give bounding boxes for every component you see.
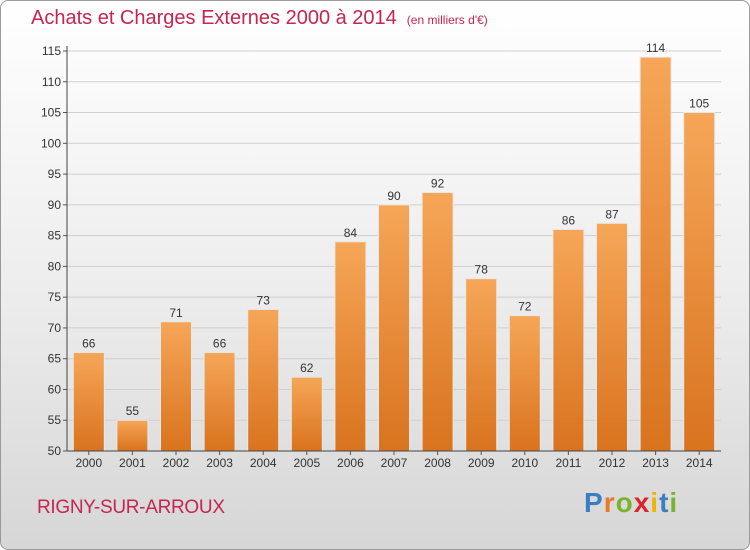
commune-name: RIGNY-SUR-ARROUX bbox=[37, 497, 225, 518]
x-tick-label: 2002 bbox=[163, 456, 190, 470]
bar bbox=[683, 112, 716, 452]
x-tick-label: 2005 bbox=[293, 456, 320, 470]
y-tick-label: 70 bbox=[48, 321, 62, 335]
bar bbox=[247, 308, 280, 452]
bar-value-label: 90 bbox=[387, 189, 401, 203]
bar bbox=[639, 56, 672, 452]
bar-value-label: 66 bbox=[82, 337, 96, 351]
y-tick-label: 110 bbox=[42, 75, 61, 89]
y-tick-label: 115 bbox=[42, 44, 61, 58]
logo-letter: x bbox=[633, 487, 651, 518]
y-tick-label: 75 bbox=[48, 290, 62, 304]
x-tick-label: 2012 bbox=[599, 456, 626, 470]
x-tick-label: 2001 bbox=[119, 456, 146, 470]
bar-value-label: 71 bbox=[169, 306, 183, 320]
y-tick-label: 80 bbox=[48, 259, 62, 273]
y-tick-label: 90 bbox=[48, 198, 62, 212]
bar bbox=[72, 352, 105, 452]
y-tick-label: 60 bbox=[48, 382, 62, 396]
y-tick-label: 100 bbox=[41, 136, 61, 150]
y-tick-label: 95 bbox=[48, 167, 62, 181]
y-tick-label: 85 bbox=[48, 229, 62, 243]
y-tick-label: 55 bbox=[48, 413, 62, 427]
chart-title-block: Achats et Charges Externes 2000 à 2014 (e… bbox=[31, 7, 488, 30]
bar-value-label: 55 bbox=[126, 404, 140, 418]
x-tick-label: 2014 bbox=[686, 456, 713, 470]
bar-value-label: 105 bbox=[689, 97, 709, 111]
chart-unit-note: (en milliers d'€) bbox=[406, 13, 488, 27]
y-tick-label: 105 bbox=[41, 106, 61, 120]
bar bbox=[508, 315, 541, 452]
bar bbox=[421, 192, 454, 452]
bar bbox=[596, 222, 628, 452]
bar bbox=[334, 241, 367, 452]
bar bbox=[203, 352, 236, 452]
logo-letter: o bbox=[615, 487, 634, 518]
x-tick-label: 2000 bbox=[75, 456, 102, 470]
y-tick-label: 65 bbox=[48, 352, 62, 366]
bar-value-label: 87 bbox=[605, 207, 619, 221]
bar bbox=[290, 376, 323, 452]
bar bbox=[378, 204, 410, 452]
bar bbox=[116, 419, 149, 452]
bar-value-label: 86 bbox=[562, 213, 576, 227]
bar-value-label: 78 bbox=[475, 263, 489, 277]
bar-value-label: 84 bbox=[344, 226, 358, 240]
bar-value-label: 114 bbox=[646, 41, 665, 55]
chart-title: Achats et Charges Externes 2000 à 2014 bbox=[31, 7, 397, 29]
x-tick-label: 2006 bbox=[337, 456, 364, 470]
x-tick-label: 2011 bbox=[555, 456, 581, 470]
bar bbox=[160, 321, 192, 452]
x-tick-label: 2004 bbox=[250, 456, 277, 470]
logo-letter: r bbox=[603, 487, 616, 518]
x-tick-label: 2013 bbox=[642, 456, 669, 470]
bar-value-label: 73 bbox=[257, 293, 271, 307]
logo-letter: P bbox=[584, 487, 604, 518]
bar bbox=[465, 278, 498, 452]
x-tick-label: 2009 bbox=[468, 456, 495, 470]
y-tick-label: 50 bbox=[48, 444, 62, 458]
bar-value-label: 66 bbox=[213, 337, 227, 351]
x-tick-label: 2007 bbox=[381, 456, 408, 470]
x-tick-label: 2008 bbox=[424, 456, 451, 470]
proxiti-logo: Proxiti bbox=[584, 487, 678, 519]
logo-letter: i bbox=[669, 487, 679, 518]
bar-value-label: 72 bbox=[518, 300, 532, 314]
bar bbox=[552, 228, 585, 452]
bar-value-label: 62 bbox=[300, 361, 314, 375]
logo-letter: i bbox=[650, 487, 660, 518]
x-tick-label: 2010 bbox=[511, 456, 538, 470]
bar-value-label: 92 bbox=[431, 177, 445, 191]
x-tick-label: 2003 bbox=[206, 456, 233, 470]
logo-letter: t bbox=[659, 487, 670, 518]
